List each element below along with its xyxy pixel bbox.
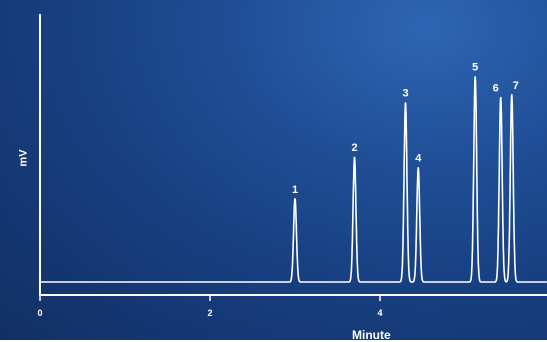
x-axis-label: Minute (352, 328, 391, 342)
chromatogram-trace (39, 76, 547, 283)
peak-label-1: 1 (292, 184, 298, 196)
peak-labels: 1 2 3 4 5 6 7 (292, 62, 519, 196)
x-tick-label-2: 4 (377, 308, 382, 318)
peak-label-2: 2 (351, 142, 357, 154)
peak-label-7: 7 (513, 80, 519, 92)
peak-label-4: 4 (415, 153, 422, 165)
peak-label-6: 6 (493, 82, 499, 94)
x-ticks: 0 2 4 (37, 295, 383, 318)
peak-label-3: 3 (402, 88, 408, 100)
peak-label-5: 5 (472, 62, 478, 74)
y-axis-label: mV (17, 149, 30, 167)
x-tick-label-1: 2 (207, 308, 212, 318)
x-tick-label-0: 0 (37, 308, 42, 318)
